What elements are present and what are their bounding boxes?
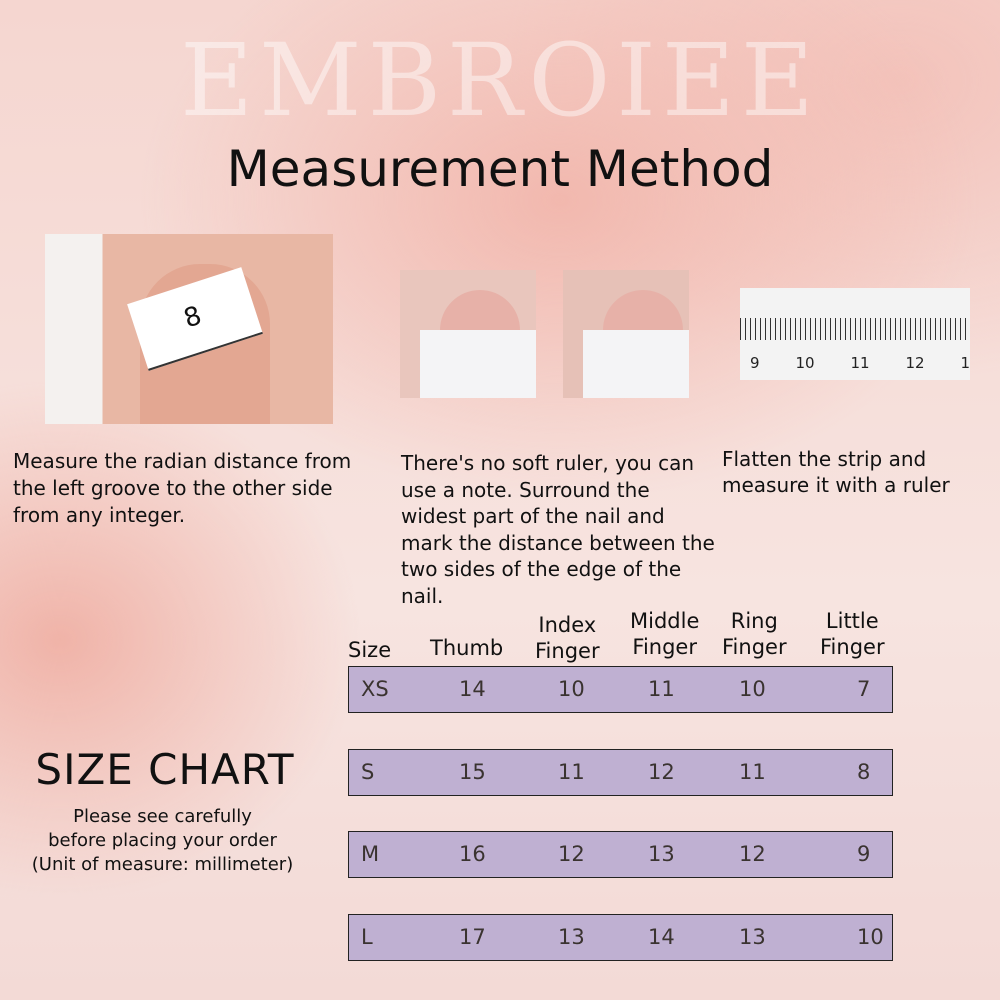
page-title: Measurement Method (226, 140, 774, 198)
size-value: 10 (857, 925, 884, 949)
size-value: 17 (459, 925, 486, 949)
tape-number: 8 (180, 300, 206, 335)
header-ring-finger: Ring Finger (722, 609, 787, 659)
ruler-label: 1 (960, 354, 970, 372)
size-value: 13 (739, 925, 766, 949)
size-value: 9 (857, 842, 871, 866)
size-chart-title: SIZE CHART (35, 745, 295, 794)
size-value: 13 (648, 842, 675, 866)
size-value: 16 (459, 842, 486, 866)
header-thumb: Thumb (430, 636, 504, 660)
size-value: 10 (558, 677, 585, 701)
ruler-label: 11 (850, 354, 870, 372)
size-row: S 15 11 12 11 8 (348, 749, 893, 796)
size-value: 7 (857, 677, 871, 701)
size-row: XS 14 10 11 10 7 (348, 666, 893, 713)
step-3-caption: Flatten the strip and measure it with a … (722, 447, 950, 497)
size-label: XS (361, 677, 389, 701)
size-value: 12 (648, 760, 675, 784)
size-chart-subtitle: Please see carefully before placing your… (31, 806, 294, 875)
ruler-label: 12 (905, 354, 925, 372)
size-value: 14 (459, 677, 486, 701)
size-value: 11 (648, 677, 675, 701)
photo-nail-paper-1 (400, 270, 536, 398)
header-size: Size (348, 638, 392, 662)
size-row: M 16 12 13 12 9 (348, 831, 893, 878)
size-value: 13 (558, 925, 585, 949)
size-value: 15 (459, 760, 486, 784)
header-little-finger: Little Finger (820, 609, 885, 659)
size-label: S (361, 760, 375, 784)
size-value: 12 (739, 842, 766, 866)
size-value: 11 (558, 760, 585, 784)
step-2-caption: There's no soft ruler, you can use a not… (401, 451, 715, 608)
header-middle-finger: Middle Finger (630, 609, 700, 659)
size-label: M (361, 842, 380, 866)
photo-thumb-tape: 8 (45, 234, 333, 424)
photo-ruler: 9 10 11 12 1 (740, 288, 970, 380)
size-value: 12 (558, 842, 585, 866)
size-row: L 17 13 14 13 10 (348, 914, 893, 961)
brand-watermark: EMBROIEE (180, 22, 820, 139)
size-label: L (361, 925, 373, 949)
ruler-label: 9 (750, 354, 760, 372)
size-value: 10 (739, 677, 766, 701)
header-index-finger: Index Finger (535, 613, 600, 663)
size-value: 14 (648, 925, 675, 949)
size-value: 11 (739, 760, 766, 784)
photo-nail-paper-2 (563, 270, 689, 398)
size-value: 8 (857, 760, 871, 784)
step-1-caption: Measure the radian distance from the lef… (13, 449, 352, 527)
ruler-label: 10 (795, 354, 815, 372)
